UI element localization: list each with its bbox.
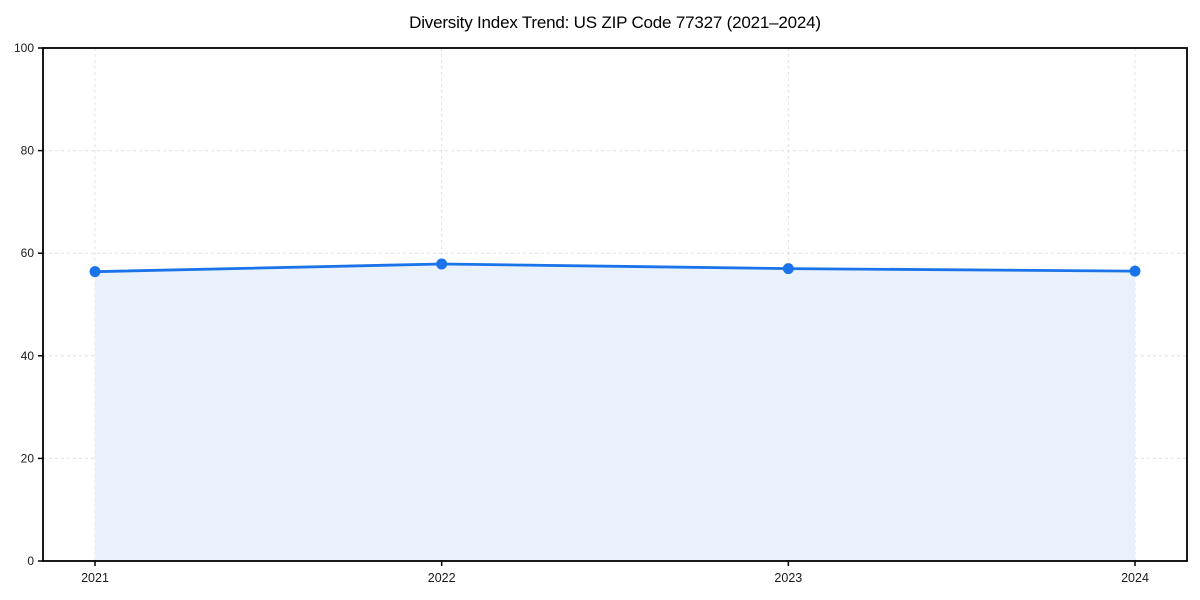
x-tick-label: 2023 xyxy=(774,571,802,585)
y-tick-label: 40 xyxy=(21,349,35,363)
y-tick-label: 100 xyxy=(14,41,34,55)
area-fill xyxy=(95,263,1135,561)
data-point-marker xyxy=(436,258,448,270)
data-point-marker xyxy=(89,266,101,278)
x-tick-label: 2022 xyxy=(428,571,456,585)
x-tick-label: 2024 xyxy=(1121,571,1149,585)
x-tick-label: 2021 xyxy=(81,571,109,585)
plot-border xyxy=(42,47,1188,562)
y-tick-label: 60 xyxy=(21,246,35,260)
trend-line xyxy=(93,262,1137,274)
chart-title: Diversity Index Trend: US ZIP Code 77327… xyxy=(409,13,821,32)
y-tick-label: 80 xyxy=(21,144,35,158)
data-point-marker xyxy=(1129,265,1141,277)
y-tick-label: 0 xyxy=(27,554,34,568)
data-point-marker xyxy=(782,263,794,275)
y-tick-label: 20 xyxy=(21,451,35,465)
